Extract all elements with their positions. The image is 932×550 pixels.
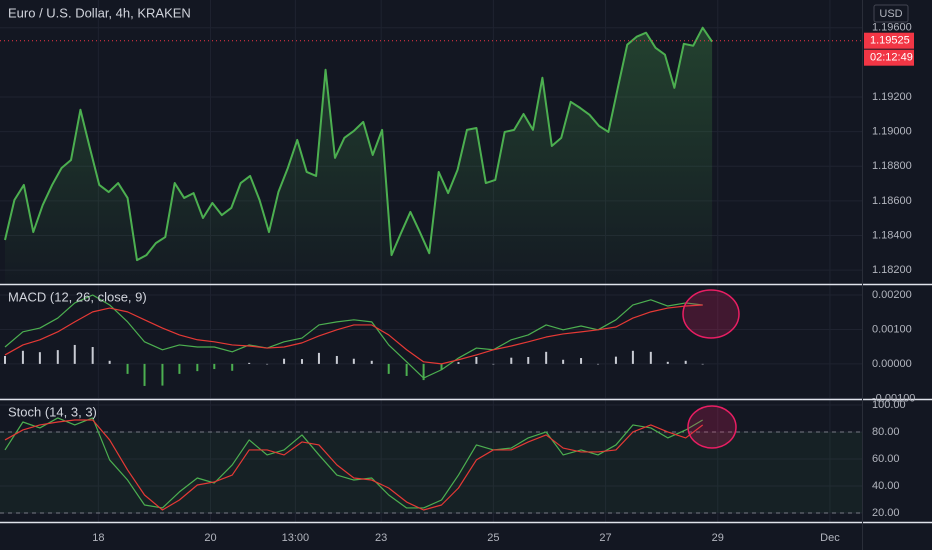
annotation-circle [687, 405, 737, 449]
histogram-bar [684, 360, 687, 364]
y-tick-label: 1.18600 [872, 195, 912, 207]
x-tick-label: Dec [820, 532, 840, 544]
histogram-bar [231, 363, 234, 371]
histogram-bar [335, 355, 338, 364]
labels-layer: 1.18200 1.18400 1.18600 1.18800 1.19000 1.192… [92, 22, 915, 544]
y-tick-label: 0.00200 [872, 289, 912, 301]
y-tick-label: 60.00 [872, 453, 900, 465]
last-price-box [864, 32, 914, 49]
last-price-label: 1.19525 [870, 35, 910, 47]
y-tick-label: 1.19600 [872, 22, 912, 34]
series-line [4, 419, 704, 511]
histogram-bar [631, 350, 634, 364]
histogram-bar [475, 357, 478, 364]
histogram-bar [580, 358, 583, 364]
countdown: 02:12:49 [870, 52, 913, 64]
histogram-bar [73, 344, 76, 364]
x-tick-label: 25 [487, 532, 499, 544]
histogram-bar [143, 363, 146, 386]
currency-box[interactable] [873, 4, 909, 23]
y-tick-label: -0.00100 [872, 392, 915, 404]
histogram-bar [21, 350, 24, 364]
histogram-bar [649, 351, 652, 364]
histogram-bar [196, 363, 199, 372]
histogram-bar [317, 352, 320, 364]
histogram-bar [701, 363, 704, 365]
histogram-bar [126, 363, 129, 374]
price-area [5, 27, 713, 285]
histogram-bar [387, 363, 390, 374]
stoch-title: Stoch (14, 3, 3) [8, 404, 97, 419]
histogram-bar [266, 363, 269, 365]
histogram-bar [213, 363, 216, 370]
y-tick-label: 1.18200 [872, 264, 912, 276]
x-tick-label: 18 [92, 532, 104, 544]
x-tick-label: 29 [712, 532, 724, 544]
y-tick-label: 1.18800 [872, 160, 912, 172]
histogram-bar [370, 360, 373, 364]
y-tick-label: 40.00 [872, 480, 900, 492]
histogram-bar [597, 363, 600, 365]
histogram-bar [108, 360, 111, 364]
histogram-bar [405, 363, 408, 376]
y-tick-label: 1.19000 [872, 126, 912, 138]
histogram-bar [510, 357, 513, 364]
marks-layer [0, 26, 862, 511]
y-tick-label: 0.00000 [872, 358, 912, 370]
chart-title: Euro / U.S. Dollar, 4h, KRAKEN [8, 5, 191, 20]
histogram-bar [283, 358, 286, 364]
histogram-bar [492, 363, 495, 365]
series-line [4, 26, 713, 262]
histogram-bar [178, 363, 181, 374]
y-tick-label: 20.00 [872, 507, 900, 519]
histogram-bar [38, 352, 41, 364]
histogram-bar [161, 363, 164, 386]
currency[interactable]: USD [879, 8, 902, 20]
histogram-bar [300, 359, 303, 364]
series-line [4, 294, 703, 379]
histogram-bar [91, 347, 94, 364]
countdown-box [864, 49, 914, 66]
x-tick-label: 27 [599, 532, 611, 544]
x-tick-label: 20 [204, 532, 216, 544]
y-tick-label: 80.00 [872, 426, 900, 438]
y-tick-label: 1.18400 [872, 229, 912, 241]
histogram-bar [440, 363, 443, 370]
histogram-bar [248, 362, 251, 364]
x-tick-label: 13:00 [282, 532, 310, 544]
histogram-bar [666, 361, 669, 364]
histogram-bar [545, 351, 548, 364]
histogram-bar [422, 363, 425, 381]
histogram-bar [56, 350, 59, 364]
annotation-circle [682, 289, 740, 339]
histogram-bar [457, 362, 460, 364]
band-fill [0, 431, 862, 513]
y-tick-label: 100.00 [872, 399, 906, 411]
y-tick-label: 1.19200 [872, 91, 912, 103]
histogram-bar [562, 359, 565, 364]
series-line [4, 304, 703, 365]
y-tick-label: 0.00100 [872, 323, 912, 335]
histogram-bar [352, 358, 355, 364]
macd-title: MACD (12, 26, close, 9) [8, 289, 147, 304]
histogram-bar [527, 357, 530, 364]
histogram-bar [614, 356, 617, 364]
histogram-bar [3, 355, 6, 364]
x-tick-label: 23 [375, 532, 387, 544]
